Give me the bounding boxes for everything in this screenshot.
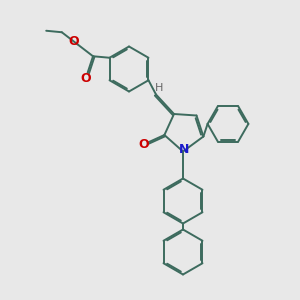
Text: H: H <box>155 83 163 93</box>
Text: N: N <box>178 143 189 156</box>
Text: O: O <box>138 138 149 151</box>
Text: O: O <box>68 35 79 48</box>
Text: O: O <box>81 72 92 85</box>
